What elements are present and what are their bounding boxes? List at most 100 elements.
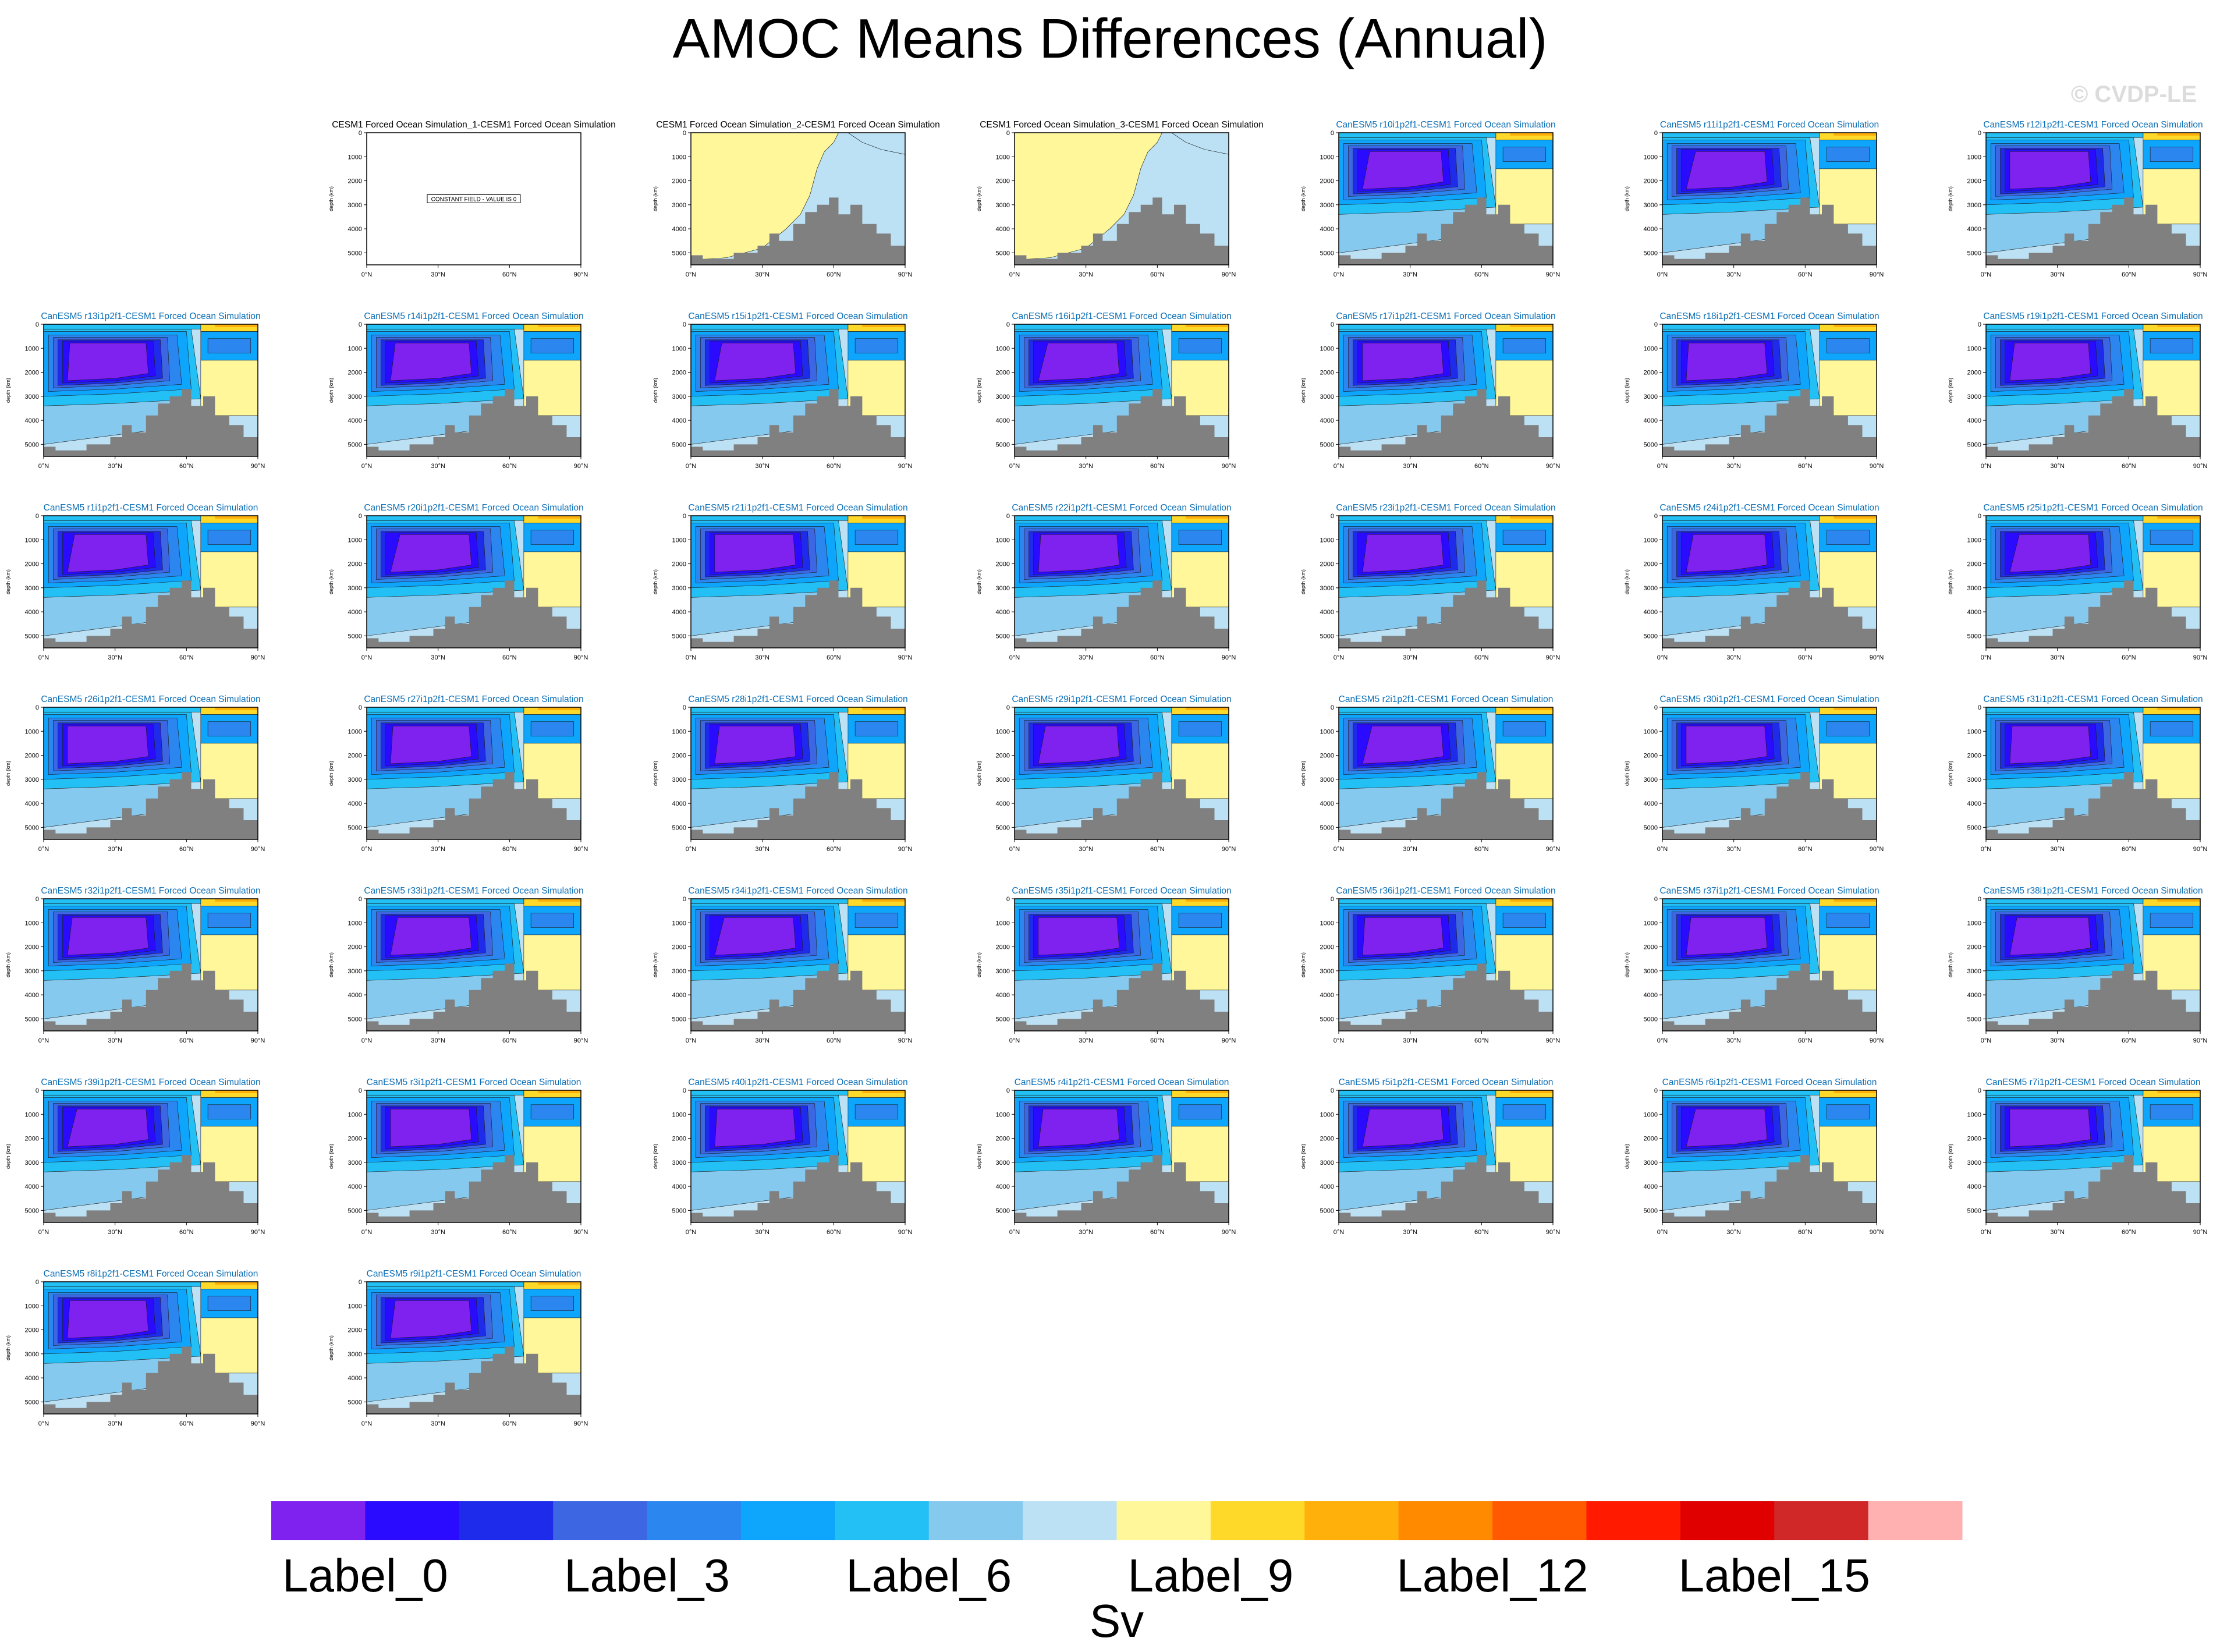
y-tick-label: 1000 <box>672 920 686 927</box>
x-tick-label: 90°N <box>2193 1229 2208 1236</box>
y-tick-label: 2000 <box>1644 370 1658 377</box>
positive-region <box>2157 1090 2200 1093</box>
y-axis-label: depth (km) <box>976 186 982 211</box>
contour-band <box>1362 1108 1444 1147</box>
contour-band <box>1178 913 1222 928</box>
x-tick-label: 30°N <box>2050 654 2065 661</box>
y-tick-label: 2000 <box>348 753 362 760</box>
x-tick-label: 0°N <box>1981 463 1992 470</box>
map-field <box>367 1282 581 1414</box>
x-tick-label: 30°N <box>1403 463 1417 470</box>
bathymetry <box>1015 389 1229 456</box>
y-axis-label: depth (km) <box>1300 952 1306 977</box>
panel-title: CanESM5 r15i1p2f1-CESM1 Forced Ocean Sim… <box>688 311 907 321</box>
positive-region <box>2157 899 2200 902</box>
map-field <box>1339 1090 1553 1222</box>
x-tick-label: 60°N <box>827 1229 841 1236</box>
positive-region <box>2157 707 2200 710</box>
x-tick-label: 30°N <box>108 1229 122 1236</box>
contour-band <box>2009 917 2091 956</box>
x-tick-label: 90°N <box>1222 846 1236 853</box>
positive-region <box>215 707 258 710</box>
y-tick-label: 3000 <box>1967 393 1981 400</box>
contour-band <box>367 1090 524 1096</box>
map-panel: CESM1 Forced Ocean Simulation_3-CESM1 Fo… <box>976 120 1264 278</box>
contour-band <box>691 707 849 712</box>
contour-band <box>44 324 201 329</box>
positive-region <box>2143 357 2200 416</box>
colorbar-swatch <box>1868 1501 1963 1540</box>
y-tick-label: 1000 <box>25 728 39 735</box>
bathymetry <box>44 963 258 1031</box>
y-tick-label: 4000 <box>1644 417 1658 424</box>
y-tick-label: 0 <box>359 513 362 520</box>
y-tick-label: 4000 <box>1967 417 1981 424</box>
bathymetry <box>44 772 258 839</box>
panel-title: CanESM5 r38i1p2f1-CESM1 Forced Ocean Sim… <box>1983 886 2203 896</box>
y-tick-label: 4000 <box>996 609 1010 616</box>
y-tick-label: 4000 <box>672 226 686 233</box>
map-field <box>367 516 581 648</box>
map-field <box>1339 707 1553 839</box>
y-tick-label: 4000 <box>1644 1183 1658 1190</box>
x-tick-label: 90°N <box>898 1229 913 1236</box>
x-tick-label: 0°N <box>1334 463 1345 470</box>
map-panel: CanESM5 r14i1p2f1-CESM1 Forced Ocean Sim… <box>328 311 588 470</box>
y-tick-label: 5000 <box>672 1207 686 1214</box>
x-tick-label: 90°N <box>1870 654 1884 661</box>
y-tick-label: 5000 <box>996 633 1010 640</box>
y-tick-label: 0 <box>1331 130 1334 137</box>
contour-band <box>1502 1104 1547 1119</box>
x-tick-label: 30°N <box>1726 654 1741 661</box>
y-tick-label: 3000 <box>348 393 362 400</box>
y-tick-label: 0 <box>1331 896 1334 903</box>
y-tick-label: 4000 <box>1320 800 1334 807</box>
x-tick-label: 0°N <box>1981 271 1992 278</box>
bathymetry <box>1015 963 1229 1031</box>
y-axis-label: depth (km) <box>1300 761 1306 786</box>
contour-band <box>1826 1104 1870 1119</box>
x-tick-label: 30°N <box>431 1229 445 1236</box>
y-axis-label: depth (km) <box>652 952 658 977</box>
x-tick-label: 60°N <box>179 654 194 661</box>
contour-band <box>1662 1090 1820 1096</box>
x-tick-label: 60°N <box>1150 1229 1165 1236</box>
contour-band <box>1339 707 1496 712</box>
map-field <box>1986 1090 2200 1222</box>
y-tick-label: 4000 <box>672 800 686 807</box>
y-tick-label: 2000 <box>25 561 39 568</box>
contour-band <box>2150 338 2194 353</box>
y-tick-label: 0 <box>1978 130 1981 137</box>
map-panel: CanESM5 r2i1p2f1-CESM1 Forced Ocean Simu… <box>1300 694 1560 853</box>
y-tick-label: 3000 <box>672 1160 686 1167</box>
positive-region <box>1186 324 1229 327</box>
contour-band <box>1015 324 1172 329</box>
y-tick-label: 2000 <box>348 561 362 568</box>
bathymetry <box>691 580 905 648</box>
y-tick-label: 1000 <box>996 728 1010 735</box>
positive-region <box>1834 1090 1877 1093</box>
x-tick-label: 60°N <box>502 1037 517 1044</box>
bathymetry <box>1986 963 2200 1031</box>
y-tick-label: 3000 <box>25 393 39 400</box>
contour-band <box>1362 917 1444 956</box>
y-tick-label: 0 <box>1006 513 1010 520</box>
y-tick-label: 4000 <box>1320 609 1334 616</box>
y-tick-label: 5000 <box>1967 441 1981 448</box>
panel-title: CanESM5 r11i1p2f1-CESM1 Forced Ocean Sim… <box>1660 120 1879 130</box>
contour-band <box>207 1296 251 1311</box>
y-tick-label: 4000 <box>25 992 39 999</box>
contour-band <box>1826 338 1870 353</box>
contour-band <box>691 516 849 521</box>
x-tick-label: 60°N <box>827 463 841 470</box>
x-tick-label: 30°N <box>1079 846 1093 853</box>
y-tick-label: 2000 <box>25 753 39 760</box>
panel-frame <box>43 324 258 457</box>
y-tick-label: 0 <box>359 704 362 711</box>
x-tick-label: 60°N <box>2122 846 2136 853</box>
x-tick-label: 30°N <box>755 1229 769 1236</box>
x-tick-label: 90°N <box>1546 271 1561 278</box>
contour-band <box>1662 899 1820 904</box>
positive-region <box>1510 324 1553 327</box>
contour-band <box>390 534 472 573</box>
